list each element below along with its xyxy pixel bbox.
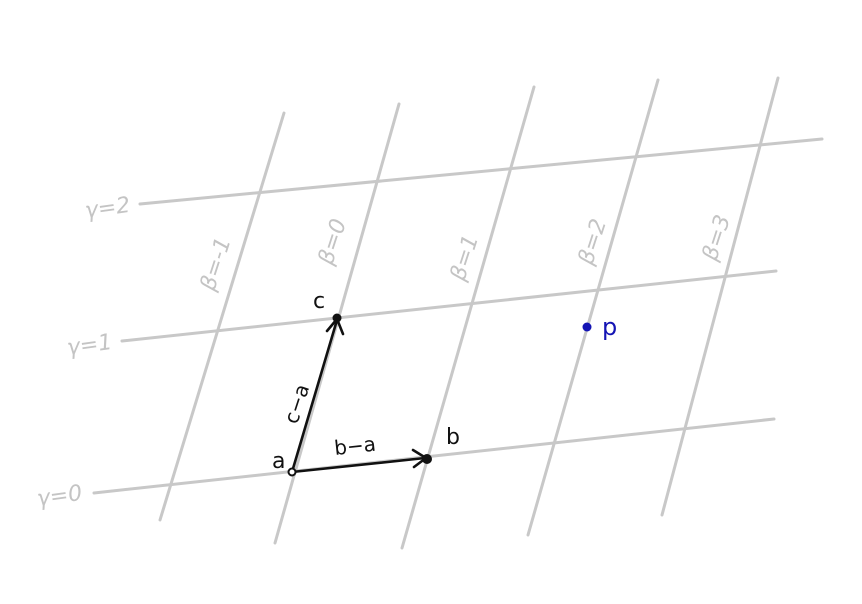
gamma-1-label: γ=1 [65, 330, 113, 361]
vector-b-minus-a-label: b−a [333, 432, 377, 460]
point-p-label: p [602, 313, 617, 341]
point-b-dot [422, 454, 432, 464]
point-a-label: a [272, 449, 285, 474]
point-c-dot [332, 313, 342, 323]
point-p-dot [582, 322, 592, 332]
beta-0-label: β=0 [314, 216, 352, 269]
point-a-dot [287, 467, 297, 477]
beta-minus1-line [158, 111, 286, 522]
gamma-2-label: γ=2 [83, 193, 131, 224]
beta-1-line [400, 85, 536, 550]
beta-2-line [526, 78, 660, 537]
beta-3-line [660, 76, 780, 517]
point-c-label: c [313, 289, 325, 314]
gamma-0-label: γ=0 [35, 481, 83, 512]
vector-c-minus-a [290, 318, 339, 474]
point-b-label: b [446, 425, 460, 450]
vector-b-minus-a [290, 456, 427, 474]
gamma-2-line [138, 137, 824, 206]
gamma-0-line [92, 417, 776, 495]
gamma-1-line [120, 269, 778, 343]
